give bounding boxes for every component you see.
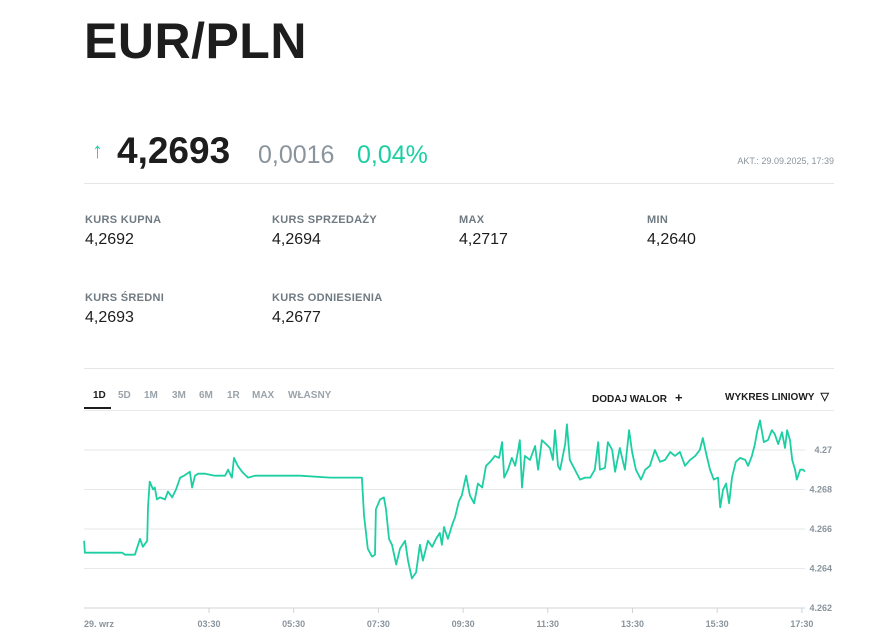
tab-3m[interactable]: 3M: [172, 390, 186, 401]
update-timestamp: AKT.: 29.09.2025, 17:39: [737, 156, 834, 166]
y-tick-label: 4.268: [809, 485, 832, 495]
stat-value: 4,2677: [272, 309, 321, 326]
tab-1m[interactable]: 1M: [144, 390, 158, 401]
add-asset-label: DODAJ WALOR: [592, 394, 667, 405]
stat-label: MAX: [459, 214, 485, 226]
x-tick-label: 29. wrz: [84, 619, 115, 629]
divider: [84, 368, 834, 369]
stat-label: KURS ŚREDNI: [85, 292, 165, 304]
x-tick-label: 07:30: [367, 619, 390, 629]
chart-top-divider: [84, 410, 834, 411]
stat-value: 4,2640: [647, 231, 696, 248]
x-tick-label: 03:30: [197, 619, 220, 629]
x-tick-label: 05:30: [282, 619, 305, 629]
price-line: [83, 419, 806, 580]
x-tick-label: 11:30: [537, 619, 560, 629]
stat-label: MIN: [647, 214, 669, 226]
stat-value: 4,2693: [85, 309, 134, 326]
price-change: 0,0016: [258, 141, 335, 169]
price-change-percent: 0,04%: [357, 141, 428, 169]
current-price: 4,2693: [117, 130, 231, 171]
x-tick-label: 15:30: [706, 619, 729, 629]
stat-value: 4,2694: [272, 231, 321, 248]
plus-icon: +: [675, 390, 683, 405]
tab-custom[interactable]: WŁASNY: [288, 390, 332, 401]
y-tick-label: 4.266: [809, 524, 832, 534]
add-asset-button[interactable]: DODAJ WALOR +: [592, 390, 683, 405]
x-tick-label: 13:30: [621, 619, 644, 629]
stat-value: 4,2692: [85, 231, 134, 248]
y-tick-label: 4.262: [809, 603, 832, 613]
triangle-down-icon: ▽: [820, 391, 829, 403]
chart-type-dropdown[interactable]: WYKRES LINIOWY ▽: [725, 390, 829, 403]
y-tick-label: 4.27: [814, 445, 832, 455]
x-tick-label: 17:30: [790, 619, 813, 629]
tab-5d[interactable]: 5D: [118, 390, 131, 401]
tab-6m[interactable]: 6M: [199, 390, 213, 401]
arrow-up-icon: ↑: [92, 138, 103, 163]
chart-type-label: WYKRES LINIOWY: [725, 392, 815, 403]
tab-1d[interactable]: 1D: [93, 390, 106, 401]
y-tick-label: 4.264: [809, 564, 832, 574]
stat-label: KURS KUPNA: [85, 214, 162, 226]
x-tick-label: 09:30: [452, 619, 475, 629]
divider: [84, 183, 834, 184]
tab-1r[interactable]: 1R: [227, 390, 240, 401]
stat-value: 4,2717: [459, 231, 508, 248]
stat-label: KURS SPRZEDAŻY: [272, 214, 378, 226]
tab-max[interactable]: MAX: [252, 390, 275, 401]
page-title: EUR/PLN: [84, 13, 307, 69]
stat-label: KURS ODNIESIENIA: [272, 292, 383, 304]
active-tab-indicator: [84, 407, 111, 409]
